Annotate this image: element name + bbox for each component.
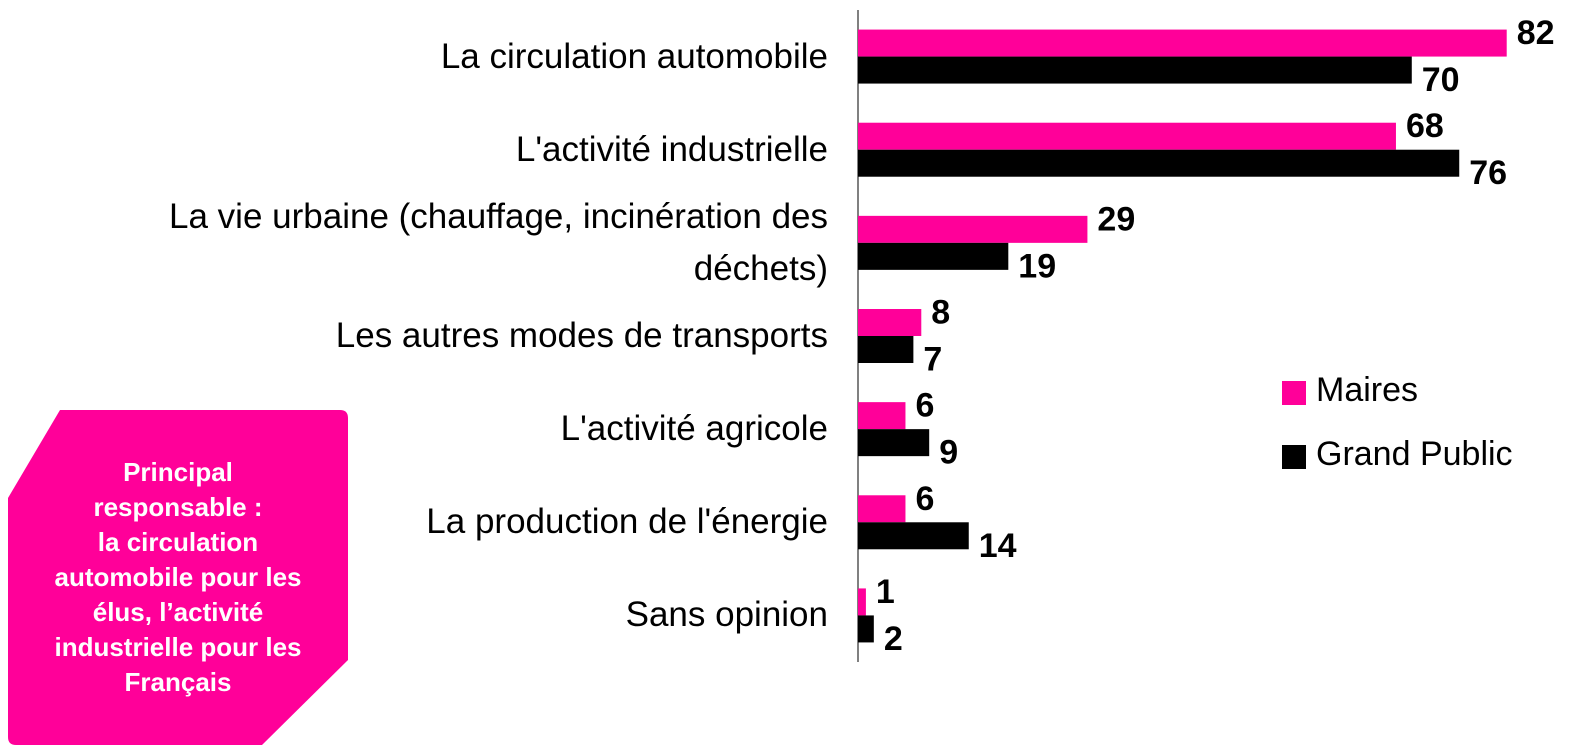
bar bbox=[858, 149, 1460, 177]
callout-line: automobile pour les bbox=[54, 562, 302, 592]
category-label: Les autres modes de transports bbox=[335, 316, 828, 355]
value-label: 29 bbox=[1097, 200, 1135, 238]
value-label: 70 bbox=[1422, 61, 1460, 99]
bar bbox=[858, 56, 1412, 84]
value-label: 82 bbox=[1517, 14, 1555, 52]
legend-label: Grand Public bbox=[1316, 435, 1513, 473]
bar bbox=[858, 122, 1396, 150]
callout-box bbox=[8, 410, 348, 745]
callout-line: industrielle pour les bbox=[54, 632, 302, 662]
bar bbox=[858, 429, 930, 457]
bar bbox=[858, 215, 1088, 243]
value-label: 76 bbox=[1469, 154, 1507, 192]
bar bbox=[858, 336, 914, 363]
value-label: 6 bbox=[915, 480, 934, 518]
bar bbox=[858, 309, 922, 336]
bar bbox=[858, 29, 1507, 57]
bar bbox=[858, 495, 906, 523]
value-label: 8 bbox=[931, 293, 950, 331]
legend-label: Maires bbox=[1316, 371, 1418, 409]
legend-swatch bbox=[1282, 381, 1306, 405]
legend-swatch bbox=[1282, 445, 1306, 469]
bar bbox=[858, 242, 1009, 270]
category-label: Sans opinion bbox=[625, 595, 828, 635]
bar bbox=[858, 402, 906, 430]
callout-line: Français bbox=[124, 667, 232, 697]
callout-line: responsable : bbox=[93, 492, 263, 522]
value-label: 2 bbox=[884, 620, 903, 658]
category-label: La circulation automobile bbox=[440, 36, 828, 76]
callout-text: Principal responsable : la circulation auto… bbox=[8, 455, 348, 700]
value-label: 6 bbox=[915, 387, 934, 425]
value-label: 14 bbox=[979, 527, 1017, 565]
category-label: La vie urbaine (chauffage, incinération … bbox=[169, 196, 828, 288]
callout-line: la circulation bbox=[97, 527, 259, 557]
callout-line: élus, l’activité bbox=[92, 597, 264, 627]
value-label: 7 bbox=[923, 340, 942, 378]
value-label: 9 bbox=[939, 434, 958, 472]
callout-line: Principal bbox=[123, 457, 233, 487]
bar bbox=[858, 588, 866, 616]
value-label: 1 bbox=[876, 573, 895, 611]
category-label: La production de l'énergie bbox=[426, 502, 828, 542]
bar bbox=[858, 615, 874, 643]
value-label: 19 bbox=[1018, 247, 1056, 285]
category-label: L'activité industrielle bbox=[515, 129, 828, 169]
category-label: L'activité agricole bbox=[560, 409, 828, 449]
bar bbox=[858, 522, 969, 550]
value-label: 68 bbox=[1406, 107, 1444, 145]
